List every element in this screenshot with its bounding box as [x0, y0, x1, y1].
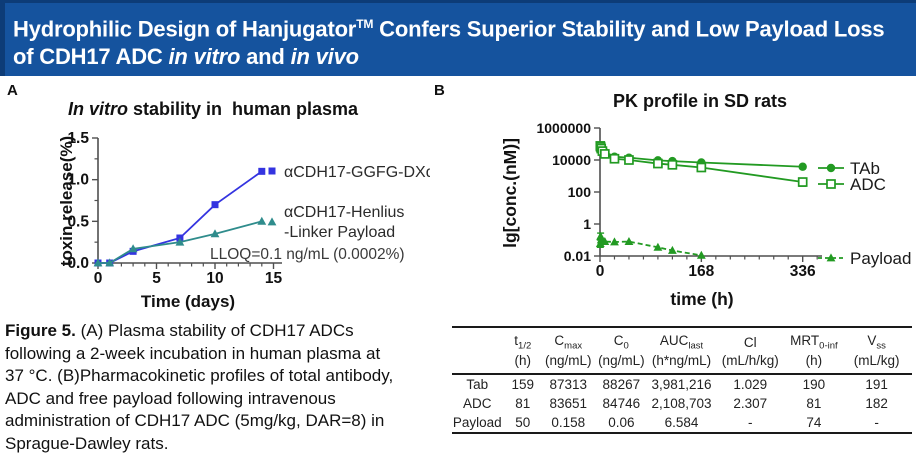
series-Payload [595, 231, 706, 259]
svg-text:168: 168 [688, 263, 714, 280]
plasma-stability-chart: 0 5 10 15 0.0 0.5 1.0 1.5 In vitro stability in … [58, 99, 430, 311]
svg-text:0.0: 0.0 [67, 255, 89, 272]
svg-text:αCDH17-Henlius: αCDH17-Henlius [284, 204, 404, 221]
column-unit: (h) [786, 352, 842, 375]
table-cell: 0.06 [593, 412, 650, 434]
svg-text:0: 0 [596, 263, 605, 280]
table-row: ADC 81 83651 84746 2,108,703 2.307 81 182 [452, 394, 912, 413]
table-cell: 83651 [549, 395, 588, 411]
column-unit: (mL/kg) [841, 352, 912, 375]
column-header: Vss [841, 326, 912, 353]
table-cell: 81 [806, 395, 822, 411]
table-cell: 74 [786, 412, 842, 434]
table-cell: 87313 [549, 376, 588, 392]
svg-text:1.5: 1.5 [67, 130, 89, 147]
svg-text:1.0: 1.0 [67, 172, 89, 189]
chart-annotations-legend: αCDH17-GGFG-DXd αCDH17-Henlius -Linker Pay… [210, 164, 430, 263]
column-header: MRT0-inf [786, 326, 842, 353]
svg-text:ADC: ADC [850, 175, 886, 194]
table-cell: 2.307 [733, 395, 768, 411]
column-header: Cmax [542, 326, 594, 353]
svg-text:100: 100 [568, 184, 592, 200]
column-header: t1/2 [502, 326, 543, 353]
row-label: ADC [463, 395, 492, 411]
table-cell: - [841, 412, 912, 434]
series-αCDH17-Henlius -Linker Payload [93, 216, 267, 267]
svg-text:lg[conc.(nM)]: lg[conc.(nM)] [500, 138, 520, 248]
figure-caption: Figure 5. (A) Plasma stability of CDH17 … [5, 321, 394, 453]
svg-text:0: 0 [94, 270, 103, 287]
column-header: Cl [713, 326, 787, 353]
table-cell: 190 [802, 376, 826, 392]
svg-text:toxin release(%): toxin release(%) [58, 136, 76, 266]
svg-text:10: 10 [206, 270, 223, 287]
column-unit: (h) [502, 352, 543, 375]
table-cell: 50 [502, 412, 543, 434]
table-cell: 182 [865, 395, 888, 411]
svg-text:15: 15 [265, 270, 283, 287]
table-cell: 81 [515, 395, 531, 411]
row-label: Tab [466, 376, 489, 392]
panel-a-label: A [7, 82, 18, 99]
table-cell: 159 [511, 376, 535, 392]
pk-parameters-table: t1/2 Cmax C0 AUClast Cl MRT0-inf Vss (h) (ng/mL)… [452, 326, 912, 434]
table-cell: 191 [865, 376, 888, 392]
unit-corner [452, 352, 503, 375]
svg-text:-Linker Payload: -Linker Payload [284, 224, 395, 241]
table-corner [452, 326, 503, 353]
poster-title: Hydrophilic Design of HanjugatorTM Confe… [13, 16, 885, 70]
table-cell: 2,108,703 [651, 395, 712, 411]
column-unit: (ng/mL) [593, 352, 650, 375]
pk-table: t1/2 Cmax C0 AUClast Cl MRT0-inf Vss (h) (ng/mL)… [452, 326, 912, 434]
table-cell: 3,981,216 [651, 376, 712, 392]
svg-text:LLOQ=0.1 ng/mL (0.0002%): LLOQ=0.1 ng/mL (0.0002%) [210, 246, 405, 263]
svg-text:αCDH17-GGFG-DXd: αCDH17-GGFG-DXd [284, 164, 430, 181]
table-row: Tab 159 87313 88267 3,981,216 1.029 190 191 [452, 374, 912, 394]
svg-text:1: 1 [583, 216, 591, 232]
column-header: AUClast [649, 326, 714, 353]
column-unit: (mL/h/kg) [713, 352, 787, 375]
svg-text:10000: 10000 [552, 152, 591, 168]
column-unit: (ng/mL) [542, 352, 594, 375]
title-banner: Hydrophilic Design of HanjugatorTM Confe… [0, 0, 916, 76]
svg-text:336: 336 [790, 263, 816, 280]
chart-title: PK profile in SD rats [613, 93, 787, 111]
column-header: C0 [593, 326, 650, 353]
panel-b-label: B [434, 82, 445, 99]
svg-text:1000000: 1000000 [536, 120, 591, 136]
svg-text:TAb: TAb [850, 159, 880, 178]
svg-text:Time (days): Time (days) [141, 292, 235, 311]
svg-text:Payload: Payload [850, 249, 911, 268]
row-label: Payload [452, 412, 503, 434]
chart-title: In vitro stability in human plasma [68, 99, 359, 119]
axes: 0 5 10 15 0.0 0.5 1.0 1.5 [67, 130, 282, 287]
svg-text:0.5: 0.5 [67, 213, 89, 230]
svg-text:time (h): time (h) [670, 289, 733, 309]
table-cell: 0.158 [542, 412, 594, 434]
pk-profile-chart: 0 168 336 1000000 10000 100 1 0.01 PK profile in… [500, 93, 911, 309]
table-cell: 6.584 [649, 412, 714, 434]
svg-text:5: 5 [152, 270, 161, 287]
table-row: Payload 50 0.158 0.06 6.584-74- [452, 412, 912, 434]
series-ADC [595, 141, 808, 187]
axes: 0 168 336 1000000 10000 100 1 0.01 [536, 120, 822, 280]
table-cell: 1.029 [733, 376, 768, 392]
column-unit: (h*ng/mL) [649, 352, 714, 375]
table-cell: 88267 [602, 376, 641, 392]
series-line [599, 236, 702, 257]
table-cell: - [713, 412, 787, 434]
table-cell: 84746 [602, 395, 641, 411]
svg-text:0.01: 0.01 [564, 248, 591, 264]
